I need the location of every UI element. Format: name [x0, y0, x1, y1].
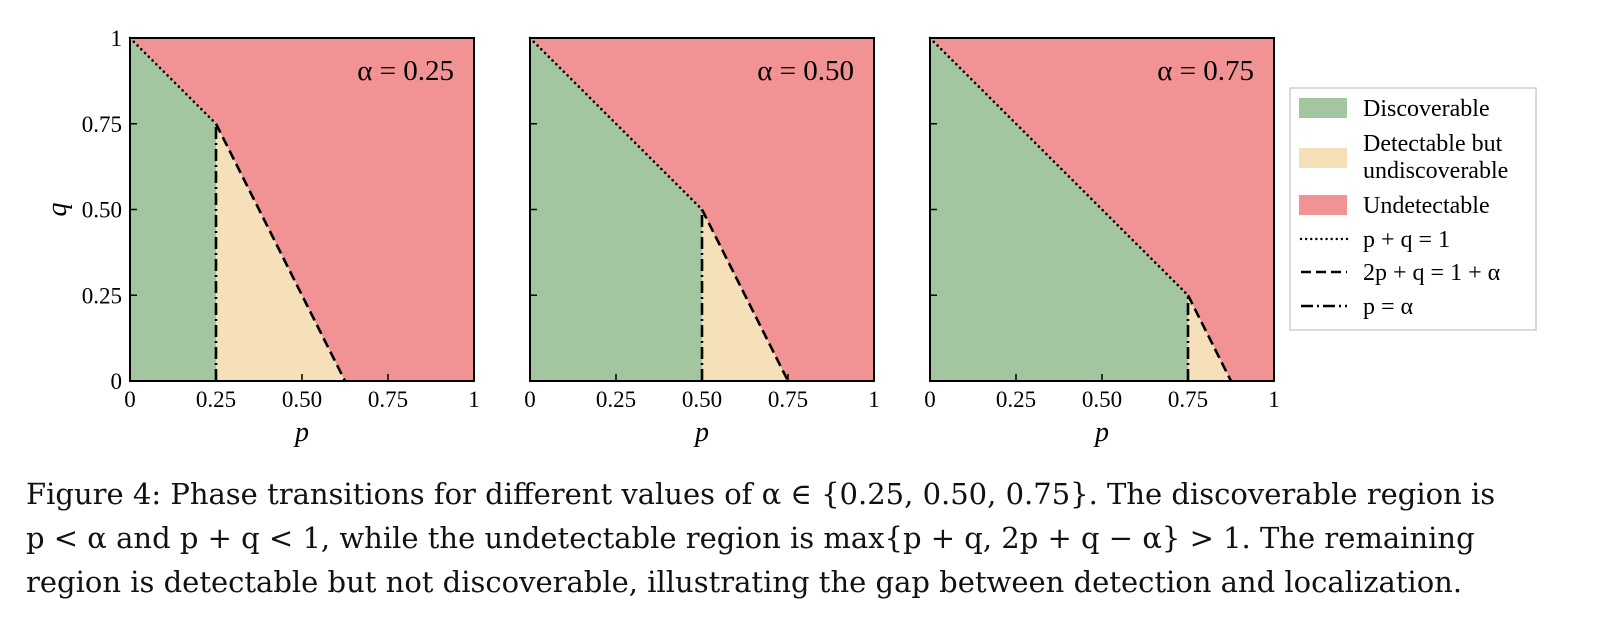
- y-tick-label: 0.50: [82, 198, 122, 223]
- legend-label: p + q = 1: [1363, 227, 1450, 253]
- legend-label: Undetectable: [1363, 193, 1490, 219]
- y-tick-label: 0: [111, 369, 123, 394]
- x-axis-label: p: [1093, 417, 1109, 448]
- x-tick-label: 0: [124, 387, 136, 412]
- x-tick-label: 0: [924, 387, 936, 412]
- y-tick-label: 0.25: [82, 283, 122, 308]
- legend-label: Detectable but undiscoverable: [1363, 131, 1508, 184]
- panel-label: α = 0.75: [1157, 55, 1254, 87]
- region-discoverable: [530, 38, 702, 381]
- x-tick-label: 0.50: [1082, 387, 1122, 412]
- line-2p-plus-q-eq-1-plus-alpha: [1186, 294, 1233, 382]
- x-tick-label: 1: [1268, 387, 1280, 412]
- legend-label: Discoverable: [1363, 96, 1490, 122]
- legend-label-line: Detectable but: [1363, 131, 1503, 157]
- line-p-plus-q-eq-1: [528, 36, 704, 211]
- line-p-plus-q-eq-1: [128, 36, 218, 126]
- legend-swatch-discoverable: [1299, 98, 1347, 118]
- line-2p-plus-q-eq-1-plus-alpha: [214, 123, 347, 382]
- x-tick-label: 0.50: [682, 387, 722, 412]
- x-tick-label: 0.75: [768, 387, 808, 412]
- legend-swatch-detectable-but-undiscoverable: [1299, 148, 1347, 168]
- legend: Discoverable Detectable but undiscoverable…: [1289, 87, 1537, 331]
- x-tick-label: 1: [468, 387, 480, 412]
- caption-line-3: region is detectable but not discoverabl…: [26, 565, 1463, 599]
- panel-3: 0 0.25 0.50 0.75 1 α = 0.75 p: [924, 36, 1280, 448]
- region-discoverable: [930, 38, 1188, 381]
- legend-label: 2p + q = 1 + α: [1363, 260, 1501, 286]
- x-axis-label: p: [693, 417, 709, 448]
- line-2p-plus-q-eq-1-plus-alpha: [700, 208, 790, 382]
- x-tick-label: 0.75: [368, 387, 408, 412]
- figure-caption: Figure 4: Phase transitions for differen…: [26, 472, 1586, 604]
- panel-label: α = 0.50: [757, 55, 854, 87]
- x-tick-label: 1: [868, 387, 880, 412]
- y-tick-label: 1: [111, 26, 123, 51]
- panel-label: α = 0.25: [357, 55, 454, 87]
- y-axis-label: q: [42, 203, 73, 217]
- x-tick-label: 0.75: [1168, 387, 1208, 412]
- legend-swatch-undetectable: [1299, 195, 1347, 215]
- x-tick-label: 0: [524, 387, 536, 412]
- caption-line-2: p < α and p + q < 1, while the undetecta…: [26, 521, 1475, 555]
- y-tick-label: 0.75: [82, 112, 122, 137]
- legend-label: p = α: [1363, 294, 1414, 320]
- panel-2: 0 0.25 0.50 0.75 1 α = 0.50 p: [524, 36, 880, 448]
- x-axis-label: p: [293, 417, 309, 448]
- x-tick-label: 0.50: [282, 387, 322, 412]
- caption-line-1: Figure 4: Phase transitions for differen…: [26, 477, 1496, 511]
- x-tick-label: 0.25: [196, 387, 236, 412]
- legend-label-line: undiscoverable: [1363, 158, 1508, 184]
- region-discoverable: [130, 38, 216, 381]
- x-tick-label: 0.25: [596, 387, 636, 412]
- x-tick-label: 0.25: [996, 387, 1036, 412]
- panel-1: 00 0.25 0.25 0.50 0.50 0.75 0.75 1 1 α = 0.25 p q: [42, 26, 480, 448]
